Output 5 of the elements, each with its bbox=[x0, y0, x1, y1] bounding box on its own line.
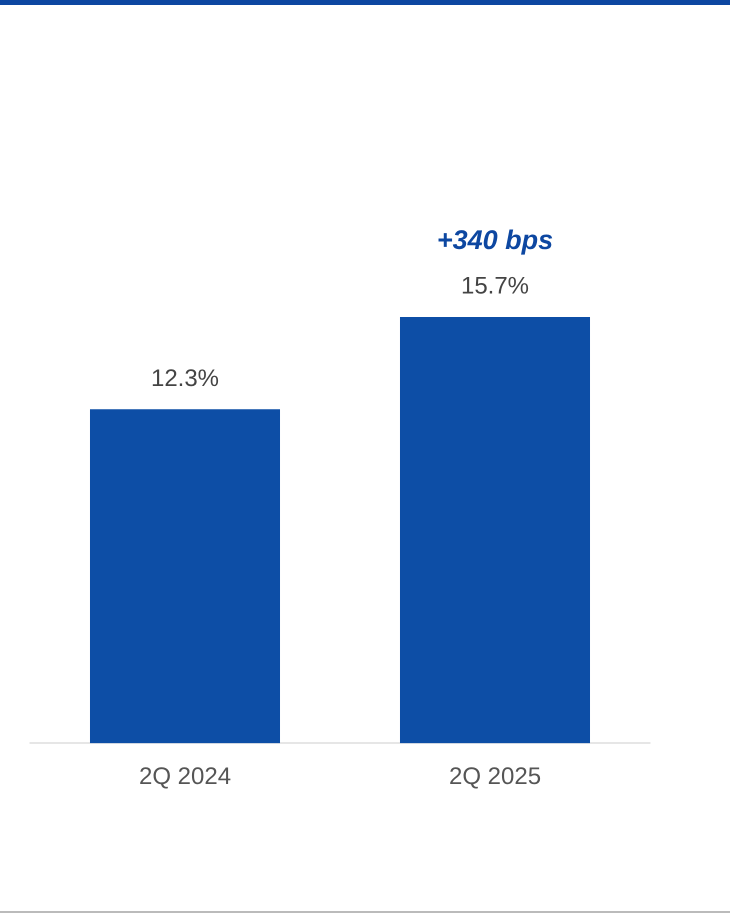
data-label: 12.3% bbox=[150, 364, 220, 392]
data-label: 15.7% bbox=[460, 272, 530, 300]
text: +340 bps bbox=[436, 224, 554, 255]
x-tick-label: 2Q 2025 bbox=[448, 763, 542, 790]
x-tick-label: 2Q 2024 bbox=[138, 763, 232, 790]
